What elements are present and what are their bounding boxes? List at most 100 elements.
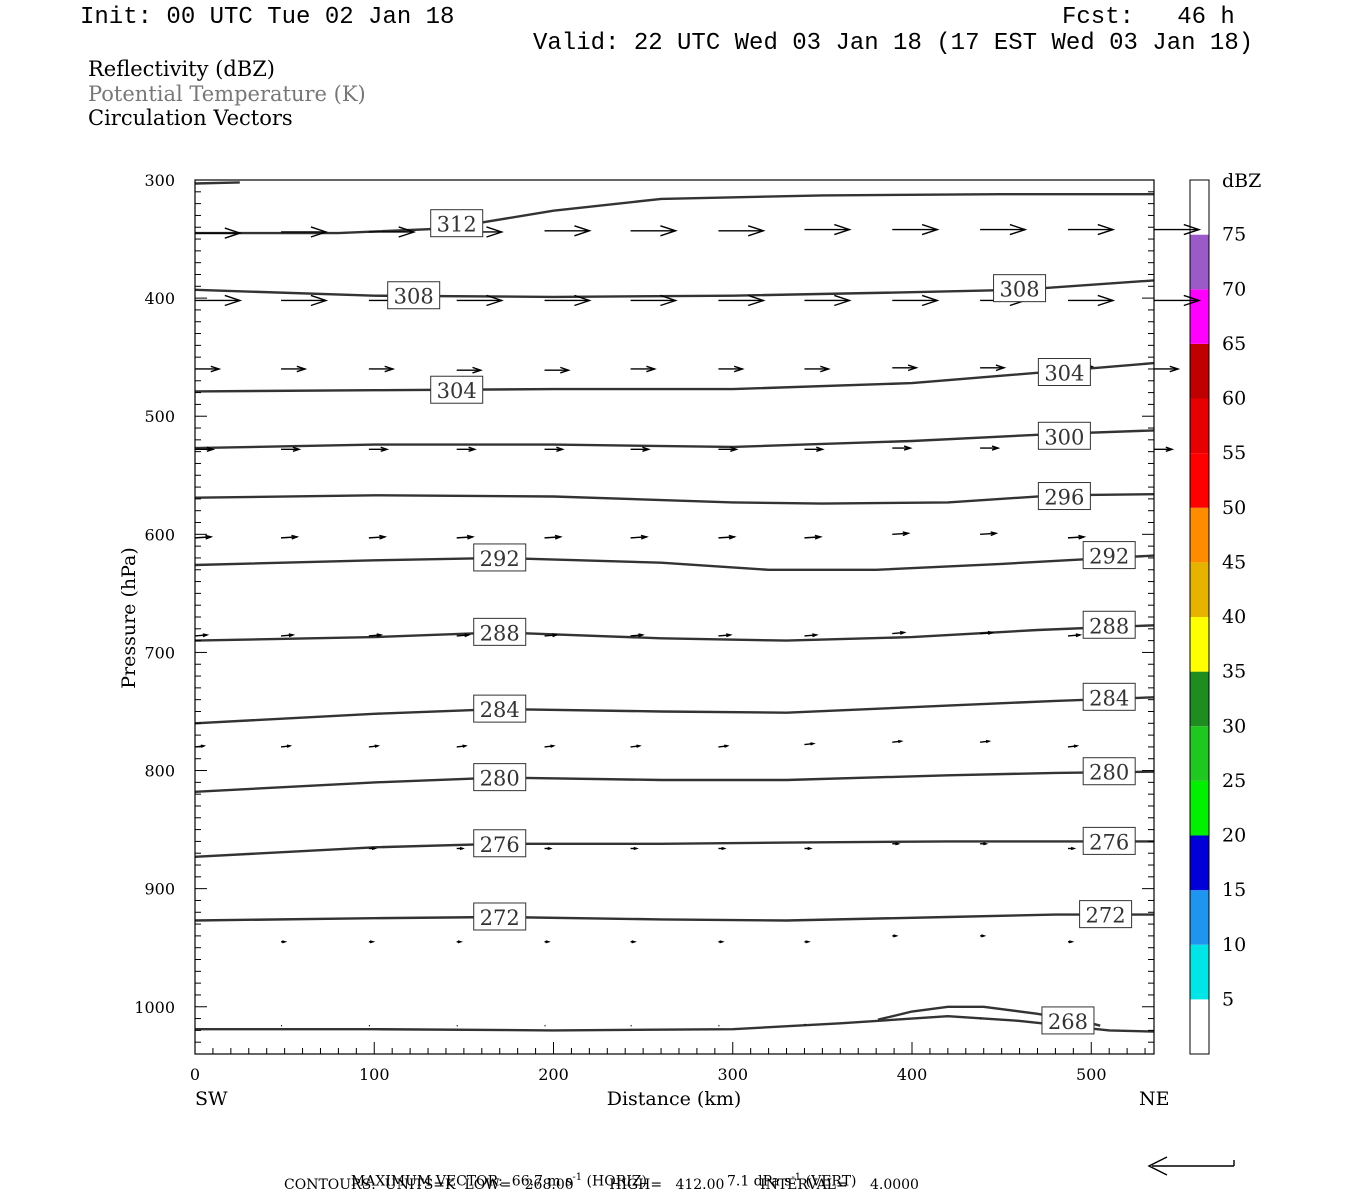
svg-text:288: 288 bbox=[480, 621, 520, 645]
svg-text:268: 268 bbox=[1048, 1010, 1088, 1034]
circulation-vector bbox=[980, 842, 989, 846]
field-circulation-vectors: Circulation Vectors bbox=[88, 106, 293, 130]
circulation-vector bbox=[195, 294, 243, 307]
circulation-vector bbox=[804, 223, 852, 236]
x-tick-label: 400 bbox=[897, 1065, 928, 1084]
theta-contour-280 bbox=[194, 770, 1155, 793]
circulation-vector bbox=[368, 633, 384, 638]
circulation-vector bbox=[281, 446, 302, 452]
max-vector-horiz: 66.7 m s bbox=[511, 1173, 573, 1190]
colorbar-bin-20 bbox=[1190, 780, 1209, 836]
svg-text:308: 308 bbox=[394, 285, 434, 309]
circulation-vector bbox=[718, 940, 725, 944]
colorbar-bin-5 bbox=[1190, 944, 1209, 1000]
svg-text:288: 288 bbox=[1089, 614, 1129, 638]
circulation-vector bbox=[456, 633, 471, 638]
contour-label-284: 284 bbox=[1082, 682, 1136, 711]
circulation-vector bbox=[718, 744, 730, 748]
circulation-vector bbox=[195, 227, 243, 239]
circulation-vector bbox=[280, 534, 300, 540]
max-vector-label: MAXIMUM VECTOR: bbox=[350, 1173, 503, 1190]
theta-contour-304 bbox=[194, 361, 1155, 393]
circulation-vector bbox=[892, 294, 940, 307]
contour-label-304: 304 bbox=[1037, 358, 1091, 387]
circulation-vector bbox=[456, 446, 477, 452]
y-tick-label: 700 bbox=[144, 643, 175, 662]
svg-text:280: 280 bbox=[1089, 761, 1129, 785]
colorbar-level-55: 55 bbox=[1222, 442, 1246, 464]
colorbar-level-35: 35 bbox=[1222, 661, 1246, 683]
horiz-tag: (HORIZ) bbox=[586, 1173, 647, 1190]
field-potential-temperature: Potential Temperature (K) bbox=[88, 82, 366, 106]
circulation-vector bbox=[980, 223, 1028, 236]
circulation-vector bbox=[630, 534, 649, 540]
max-vector-line: MAXIMUM VECTOR: 66.7 m s-1 (HORIZ) 7.1 dP… bbox=[342, 1159, 857, 1189]
circulation-vector bbox=[718, 446, 739, 452]
circulation-vector bbox=[892, 934, 899, 938]
svg-text:276: 276 bbox=[1089, 830, 1129, 854]
circulation-vector bbox=[368, 226, 417, 238]
colorbar-level-20: 20 bbox=[1222, 825, 1246, 847]
colorbar-level-45: 45 bbox=[1222, 551, 1246, 573]
circulation-vector bbox=[1067, 744, 1080, 748]
circulation-vector bbox=[718, 365, 745, 373]
x-tick-label: 0 bbox=[190, 1065, 200, 1084]
valid-time: Valid: 22 UTC Wed 03 Jan 18 (17 EST Wed … bbox=[533, 30, 1254, 57]
colorbar-bin-55 bbox=[1190, 398, 1209, 454]
circulation-vector bbox=[804, 446, 825, 452]
circulation-vector bbox=[281, 226, 329, 238]
circulation-vector bbox=[630, 294, 678, 307]
svg-text:272: 272 bbox=[480, 906, 520, 930]
vert-tag: (VERT) bbox=[805, 1173, 857, 1190]
horiz-unit-exponent: -1 bbox=[572, 1172, 583, 1183]
circulation-vector bbox=[280, 633, 296, 638]
colorbar-bin-35 bbox=[1190, 617, 1209, 672]
reference-vector bbox=[1147, 1156, 1235, 1176]
circulation-vector bbox=[194, 534, 214, 540]
svg-text:304: 304 bbox=[1044, 362, 1084, 386]
colorbar-level-30: 30 bbox=[1222, 715, 1246, 737]
contour-label-312: 312 bbox=[430, 209, 484, 238]
circulation-vectors bbox=[194, 223, 1202, 1027]
colorbar-bin-50 bbox=[1190, 453, 1209, 508]
theta-contour-272 bbox=[194, 913, 1154, 922]
circulation-vector bbox=[804, 742, 816, 746]
x-tick-label: 200 bbox=[538, 1065, 569, 1084]
contour-label-288: 288 bbox=[473, 617, 527, 646]
circulation-vector bbox=[1067, 534, 1087, 540]
forecast-hour: Fcst: 46 h bbox=[1062, 4, 1235, 31]
circulation-vector bbox=[544, 744, 556, 748]
circulation-vector bbox=[456, 940, 463, 944]
circulation-vector bbox=[1067, 223, 1116, 236]
svg-text:292: 292 bbox=[480, 547, 520, 571]
circulation-vector bbox=[804, 633, 819, 638]
theta-contour-276 bbox=[194, 840, 1154, 858]
colorbar-unit: dBZ bbox=[1222, 170, 1261, 192]
circulation-vector bbox=[718, 846, 727, 851]
svg-text:284: 284 bbox=[480, 698, 520, 722]
colorbar-level-75: 75 bbox=[1222, 224, 1246, 246]
contour-label-308: 308 bbox=[993, 274, 1047, 303]
colorbar-bin-60 bbox=[1190, 343, 1209, 399]
circulation-vector bbox=[195, 446, 216, 452]
circulation-vector bbox=[718, 534, 737, 540]
circulation-vector bbox=[980, 934, 987, 938]
circulation-vector bbox=[718, 294, 766, 307]
circulation-vector bbox=[1067, 940, 1075, 944]
theta-contour-284 bbox=[194, 696, 1155, 725]
circulation-vector bbox=[892, 630, 907, 635]
circulation-vector bbox=[980, 531, 999, 537]
circulation-vector bbox=[718, 633, 733, 638]
colorbar-bin-15 bbox=[1190, 835, 1209, 891]
circulation-vector bbox=[980, 445, 1001, 451]
circulation-vector bbox=[368, 365, 396, 373]
theta-contour-268 bbox=[195, 1014, 1155, 1033]
colorbar-bin-10 bbox=[1190, 890, 1209, 945]
colorbar-bin-30 bbox=[1190, 671, 1209, 727]
contour-label-292: 292 bbox=[473, 543, 527, 572]
field-reflectivity: Reflectivity (dBZ) bbox=[88, 57, 276, 81]
contour-label-296: 296 bbox=[1037, 482, 1091, 511]
init-time: Init: 00 UTC Tue 02 Jan 18 bbox=[80, 4, 455, 31]
circulation-vector bbox=[804, 365, 831, 373]
